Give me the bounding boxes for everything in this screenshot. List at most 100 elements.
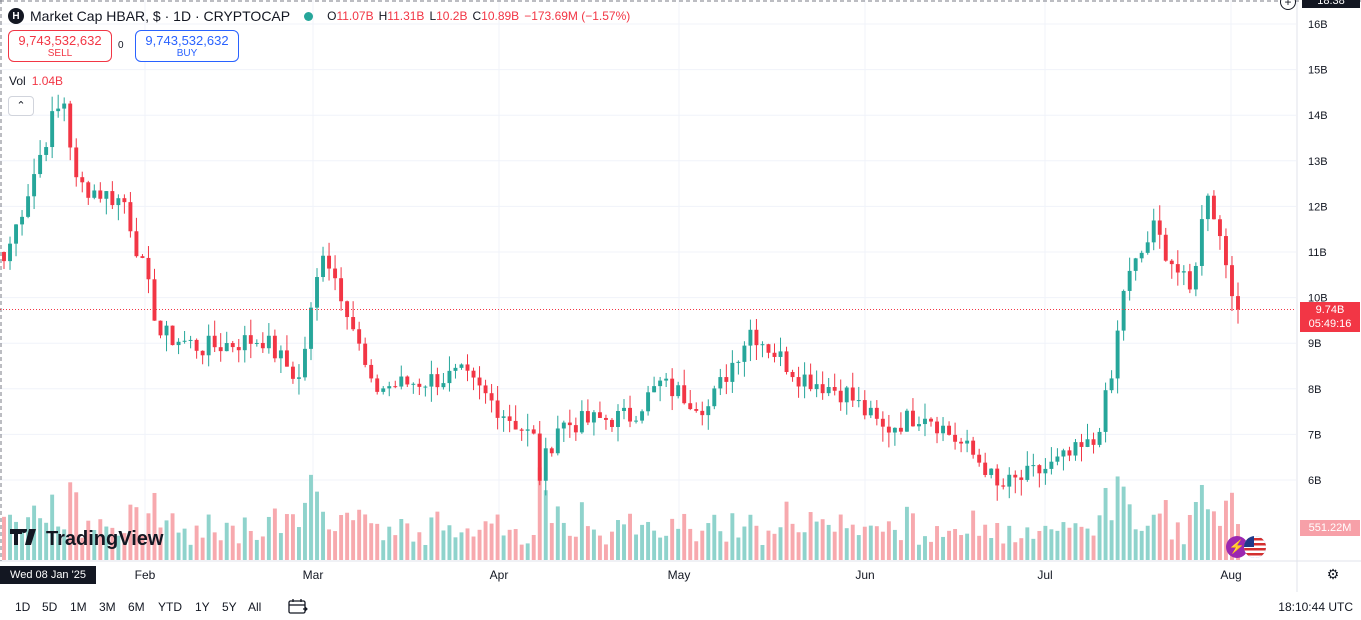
candle-body [640, 411, 645, 421]
volume-bar [1043, 525, 1048, 560]
buy-button[interactable]: 9,743,532,632 BUY [135, 30, 239, 62]
candle-body [1181, 271, 1186, 273]
candle-body [296, 377, 301, 379]
timeframe-3m[interactable]: 3M [99, 600, 116, 614]
candle-body [736, 361, 741, 363]
candle-body [158, 320, 163, 336]
candle-body [152, 279, 157, 321]
volume-bar [495, 514, 500, 560]
candle-body [917, 424, 921, 427]
volume-bar [634, 534, 639, 560]
price-chart[interactable]: 16B 15B 14B 13B 12B 11B 10B 9B 8B 7B 6B Feb Mar Apr Ma… [0, 0, 1361, 592]
candle-body [1013, 474, 1018, 478]
volume-bar [290, 514, 295, 560]
news-flash-icon[interactable]: ⚡ [1226, 536, 1248, 558]
gear-icon[interactable]: ⚙ [1326, 566, 1340, 582]
candle-body [20, 216, 25, 225]
candle-body [44, 147, 49, 155]
timeframe-5d[interactable]: 5D [42, 600, 58, 614]
volume-bar [1205, 509, 1210, 560]
candle-body [694, 409, 699, 411]
volume-bar [387, 526, 392, 560]
candle-body [802, 374, 807, 387]
candle-body [646, 392, 651, 412]
market-status-icon[interactable] [304, 11, 314, 21]
timeframe-1m[interactable]: 1M [70, 600, 87, 614]
volume-bar [459, 532, 464, 560]
candle-body [953, 434, 958, 442]
chevron-up-icon: ⌃ [16, 100, 26, 112]
candle-body [38, 154, 43, 175]
candle-body [1061, 450, 1066, 457]
candle-body [453, 367, 458, 371]
symbol-title[interactable]: Market Cap HBAR, $ · 1D · CRYPTOCAP [30, 8, 291, 24]
candle-body [164, 325, 169, 336]
volume-bar [525, 543, 530, 560]
candle-body [1091, 439, 1096, 445]
candle-body [1055, 456, 1060, 462]
candle-body [98, 190, 103, 199]
volume-bar [1151, 514, 1156, 560]
candle-body [1205, 195, 1210, 220]
volume-bar [537, 467, 542, 560]
candle-body [610, 419, 614, 427]
candle-body [26, 196, 31, 217]
volume-bar [935, 526, 939, 560]
candle-body [898, 427, 903, 432]
candle-body [1236, 296, 1240, 310]
tradingview-logo[interactable]: TradingView [10, 527, 163, 551]
volume-bar [923, 536, 927, 560]
volume-bar [266, 516, 271, 560]
volume-bar [820, 519, 825, 560]
volume-bar [1055, 530, 1060, 560]
sell-button[interactable]: 9,743,532,632 SELL [8, 30, 112, 62]
candle-body [339, 278, 344, 302]
candle-body [561, 422, 566, 429]
candle-body [923, 418, 927, 425]
price-axis-label: 11B [1308, 247, 1327, 259]
candle-body [1007, 474, 1012, 487]
volume-bar [176, 532, 181, 560]
volume-bar [1157, 513, 1162, 560]
candle-body [664, 378, 669, 381]
candle-body [345, 301, 350, 318]
candle-body [110, 191, 115, 206]
volume-bar [194, 525, 199, 560]
candle-body [363, 343, 368, 365]
candle-body [176, 341, 181, 346]
volume-bar [652, 530, 657, 560]
us-flag-icon[interactable] [1244, 536, 1266, 558]
candle-body [1043, 468, 1048, 474]
timeframe-ytd[interactable]: YTD [158, 600, 182, 614]
volume-bar [411, 541, 416, 560]
candle-body [351, 317, 356, 330]
candle-body [429, 374, 434, 387]
candle-body [254, 342, 259, 344]
candle-body [977, 454, 982, 463]
volume-bar [910, 513, 915, 560]
candle-body [603, 417, 608, 420]
candle-body [62, 103, 67, 109]
timeframe-5y[interactable]: 5Y [222, 600, 237, 614]
volume-bar [393, 535, 398, 560]
candle-body [206, 335, 211, 356]
timeframe-1d[interactable]: 1D [15, 600, 31, 614]
volume-bar [254, 539, 259, 560]
candle-body [507, 416, 512, 421]
volume-bar [778, 527, 783, 560]
price-axis-label: 10B [1308, 293, 1328, 305]
volume-bar [754, 525, 759, 560]
collapse-legend-button[interactable]: ⌃ [8, 96, 34, 116]
candle-body [1157, 220, 1162, 235]
candle-body [447, 370, 452, 384]
volume-bar [1199, 484, 1204, 560]
volume-bar [646, 521, 651, 560]
calendar-range-icon[interactable] [288, 598, 308, 614]
candle-body [56, 108, 61, 112]
timeframe-all[interactable]: All [248, 600, 262, 614]
volume-bar [218, 540, 223, 560]
timeframe-6m[interactable]: 6M [128, 600, 145, 614]
utc-clock[interactable]: 18:10:44 UTC [1278, 600, 1353, 614]
timeframe-1y[interactable]: 1Y [195, 600, 210, 614]
volume-bar [140, 535, 145, 560]
